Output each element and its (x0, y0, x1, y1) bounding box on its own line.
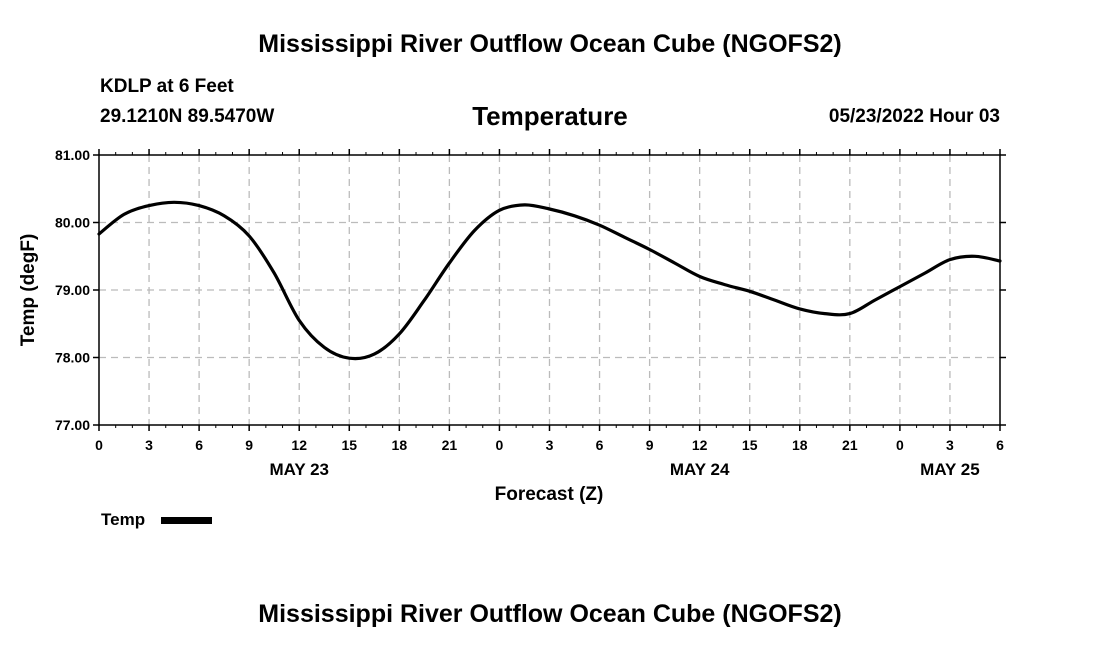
x-tick-label: 0 (896, 437, 904, 453)
tick-labels: 77.00 78.00 79.00 80.00 81.00 0 3 6 9 12 15 18 21 0 3 6… (55, 147, 1004, 479)
chart-title-bottom: Mississippi River Outflow Ocean Cube (NG… (258, 600, 842, 628)
y-tick-label: 80.00 (55, 215, 90, 231)
legend-label: Temp (101, 510, 145, 529)
x-tick-label: 18 (392, 437, 408, 453)
grid-lines (99, 155, 1000, 425)
temp-series-line (97, 200, 1002, 361)
y-tick-label: 79.00 (55, 282, 90, 298)
x-tick-label: 12 (291, 437, 307, 453)
x-tick-label: 21 (842, 437, 858, 453)
y-tick-label: 77.00 (55, 417, 90, 433)
station-label: KDLP at 6 Feet (100, 76, 234, 97)
x-tick-label: 3 (546, 437, 554, 453)
x-axis-label: Forecast (Z) (495, 484, 604, 505)
plot-frame (98, 154, 1001, 426)
day-label: MAY 24 (670, 460, 730, 479)
x-tick-label: 21 (442, 437, 458, 453)
x-tick-label: 0 (496, 437, 504, 453)
x-tick-label: 3 (946, 437, 954, 453)
station-coords: 29.1210N 89.5470W (100, 106, 275, 127)
x-tick-label: 0 (95, 437, 103, 453)
x-tick-label: 12 (692, 437, 708, 453)
x-tick-label: 9 (245, 437, 253, 453)
x-tick-label: 15 (341, 437, 357, 453)
legend-swatch (161, 517, 212, 524)
x-tick-label: 6 (596, 437, 604, 453)
x-tick-label: 9 (646, 437, 654, 453)
day-label: MAY 23 (269, 460, 329, 479)
forecast-datetime: 05/23/2022 Hour 03 (828, 106, 1000, 127)
temperature-chart: 77.00 78.00 79.00 80.00 81.00 0 3 6 9 12 15 18 21 0 3 6… (18, 147, 1006, 529)
y-tick-label: 78.00 (55, 350, 90, 366)
day-label: MAY 25 (920, 460, 980, 479)
x-tick-label: 3 (145, 437, 153, 453)
x-tick-label: 15 (742, 437, 758, 453)
x-tick-label: 18 (792, 437, 808, 453)
x-tick-label: 6 (195, 437, 203, 453)
chart-title-top: Mississippi River Outflow Ocean Cube (NG… (258, 30, 842, 58)
x-tick-label: 6 (996, 437, 1004, 453)
y-axis-label: Temp (degF) (18, 234, 39, 347)
y-tick-label: 81.00 (55, 147, 90, 163)
chart-variable-title: Temperature (472, 101, 628, 131)
